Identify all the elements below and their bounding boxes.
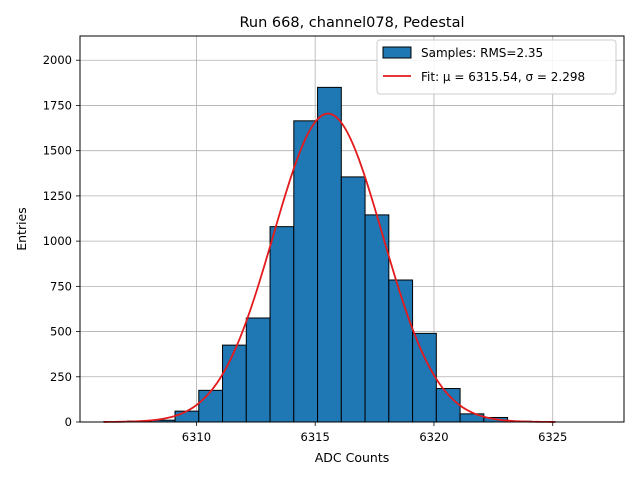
y-tick-label: 2000: [43, 53, 72, 67]
histogram-bar: [174, 410, 200, 423]
y-tick-label: 250: [50, 370, 72, 384]
x-axis-label: ADC Counts: [315, 450, 390, 465]
y-tick-label: 1000: [43, 234, 72, 248]
fit-curve: [103, 112, 556, 423]
legend: Samples: RMS=2.35 Fit: μ = 6315.54, σ = …: [376, 39, 617, 95]
plot-frame: [79, 35, 625, 423]
x-tick-label: 6315: [301, 430, 330, 444]
legend-histogram-label: Samples: RMS=2.35: [421, 46, 543, 60]
histogram-bar: [222, 344, 247, 423]
histogram-bar: [340, 176, 366, 423]
histogram-bar: [388, 279, 414, 423]
y-tick-label: 1750: [43, 98, 72, 112]
y-tick-label: 1500: [43, 144, 72, 158]
y-tick-label: 500: [50, 325, 72, 339]
histogram-bar: [245, 317, 271, 423]
x-tick-label: 6320: [419, 430, 448, 444]
fit-curve-group: [103, 112, 556, 423]
x-axis-ticks: 6310 6315 6320 6325: [182, 422, 567, 444]
y-axis-ticks: 0 250 500 750 1000 1250 1500 1750 2000: [43, 53, 80, 429]
legend-box: [376, 39, 617, 95]
histogram-bars: [103, 86, 556, 423]
x-tick-label: 6310: [182, 430, 211, 444]
legend-histogram-swatch: [382, 46, 412, 59]
x-tick-label: 6325: [538, 430, 567, 444]
y-tick-label: 1250: [43, 189, 72, 203]
y-tick-label: 0: [65, 415, 72, 429]
histogram-bar: [198, 389, 224, 423]
histogram-bar: [412, 332, 437, 423]
histogram-bar: [269, 226, 295, 423]
chart-title: Run 668, channel078, Pedestal: [239, 15, 464, 31]
y-tick-label: 750: [50, 279, 72, 293]
histogram-bar: [293, 120, 319, 423]
histogram-bar: [317, 86, 342, 423]
legend-fit-label: Fit: μ = 6315.54, σ = 2.298: [421, 70, 585, 84]
y-axis-label: Entries: [14, 207, 29, 251]
